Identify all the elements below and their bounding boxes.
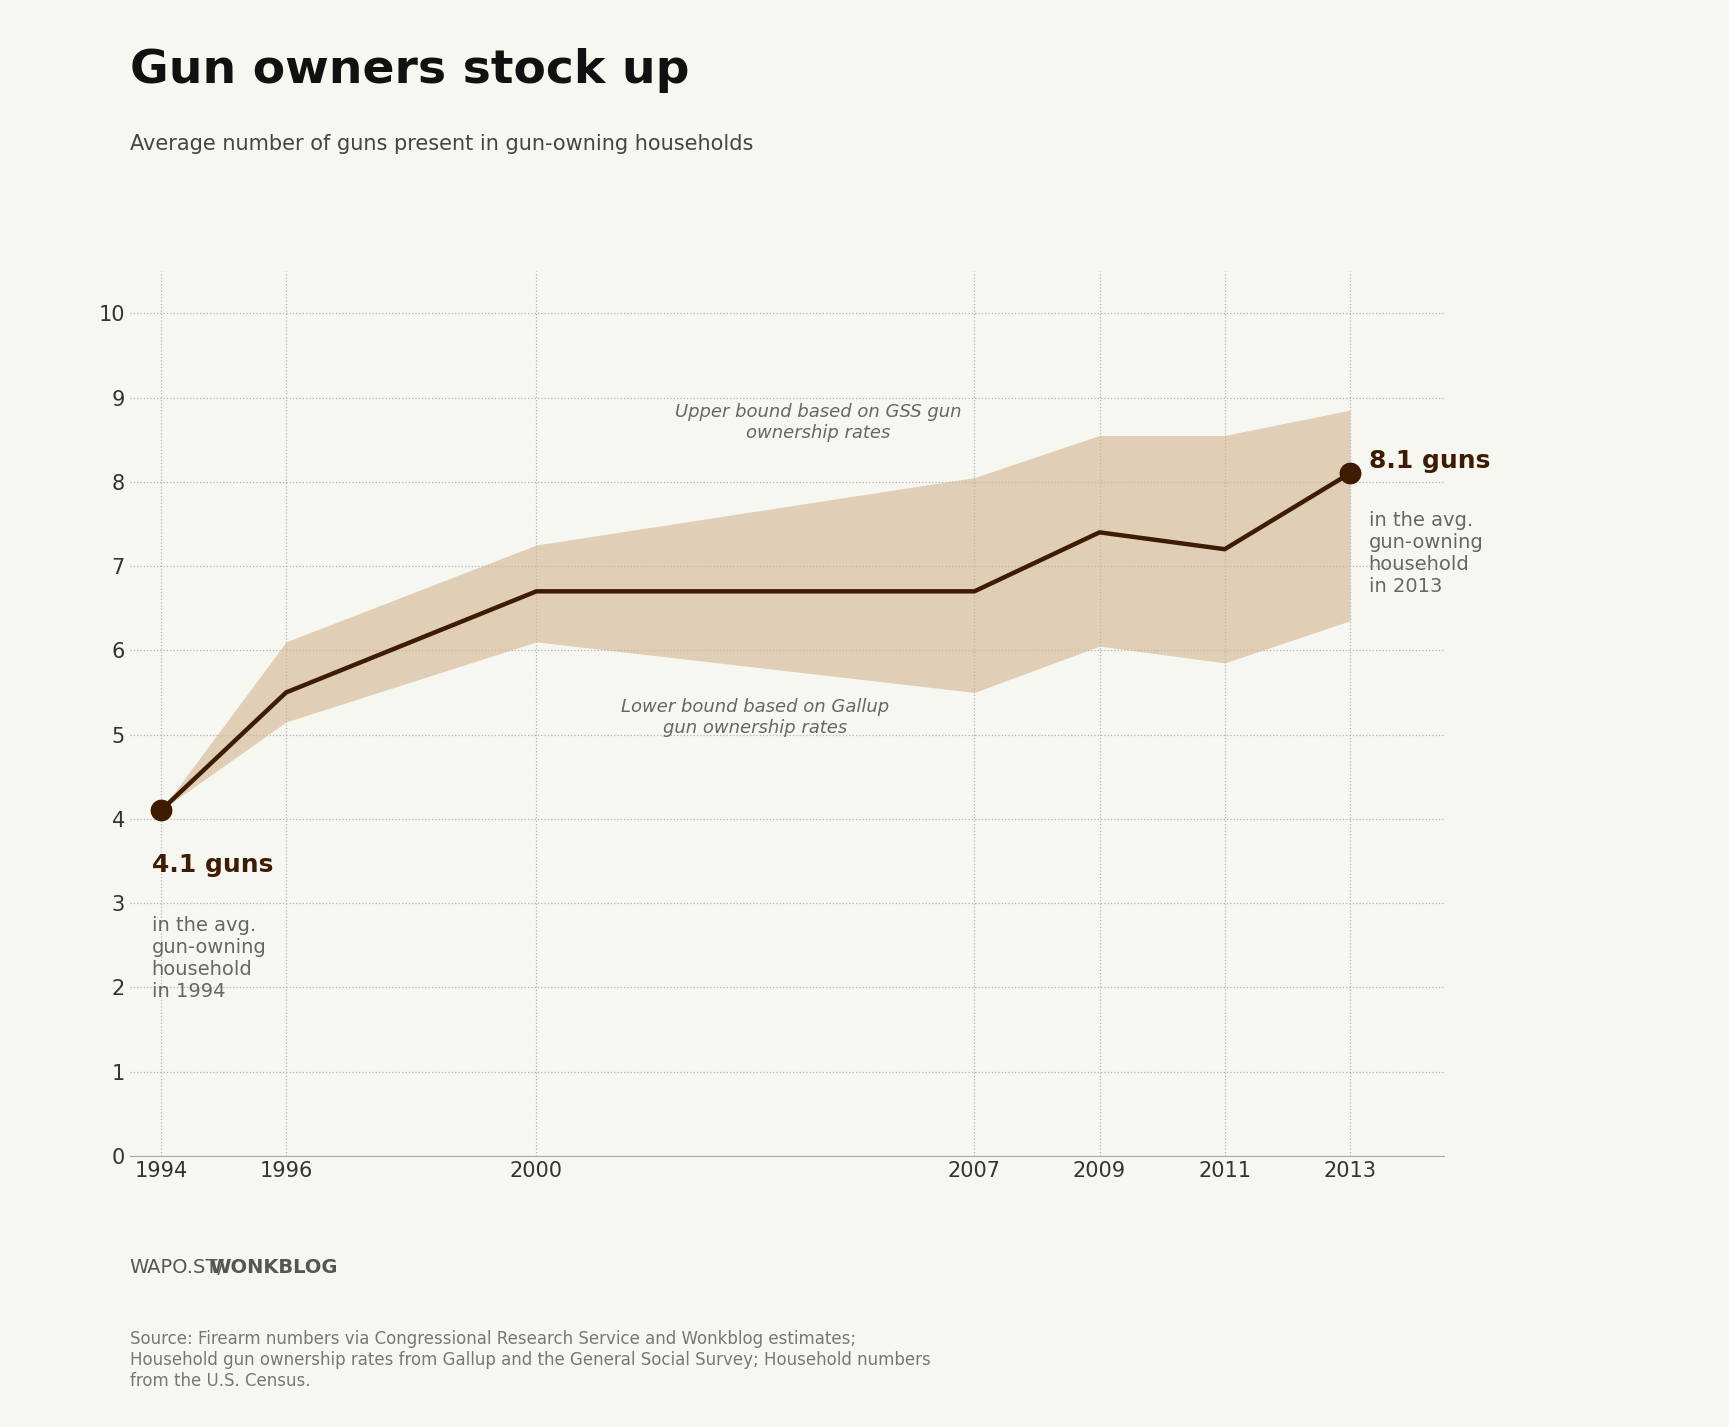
Text: Average number of guns present in gun-owning households: Average number of guns present in gun-ow…: [130, 134, 754, 154]
Text: in the avg.
gun-owning
household
in 1994: in the avg. gun-owning household in 1994: [152, 916, 266, 1000]
Text: in the avg.
gun-owning
household
in 2013: in the avg. gun-owning household in 2013: [1369, 511, 1483, 596]
Point: [147, 799, 175, 822]
Text: Upper bound based on GSS gun
ownership rates: Upper bound based on GSS gun ownership r…: [674, 404, 961, 442]
Text: 8.1 guns: 8.1 guns: [1369, 448, 1490, 472]
Text: WONKBLOG: WONKBLOG: [209, 1259, 337, 1277]
Text: Lower bound based on Gallup
gun ownership rates: Lower bound based on Gallup gun ownershi…: [621, 698, 889, 738]
Point: [1337, 462, 1364, 485]
Text: WAPO.ST/: WAPO.ST/: [130, 1259, 225, 1277]
Text: Gun owners stock up: Gun owners stock up: [130, 47, 690, 93]
Text: Source: Firearm numbers via Congressional Research Service and Wonkblog estimate: Source: Firearm numbers via Congressiona…: [130, 1330, 930, 1390]
Text: 4.1 guns: 4.1 guns: [152, 852, 273, 876]
